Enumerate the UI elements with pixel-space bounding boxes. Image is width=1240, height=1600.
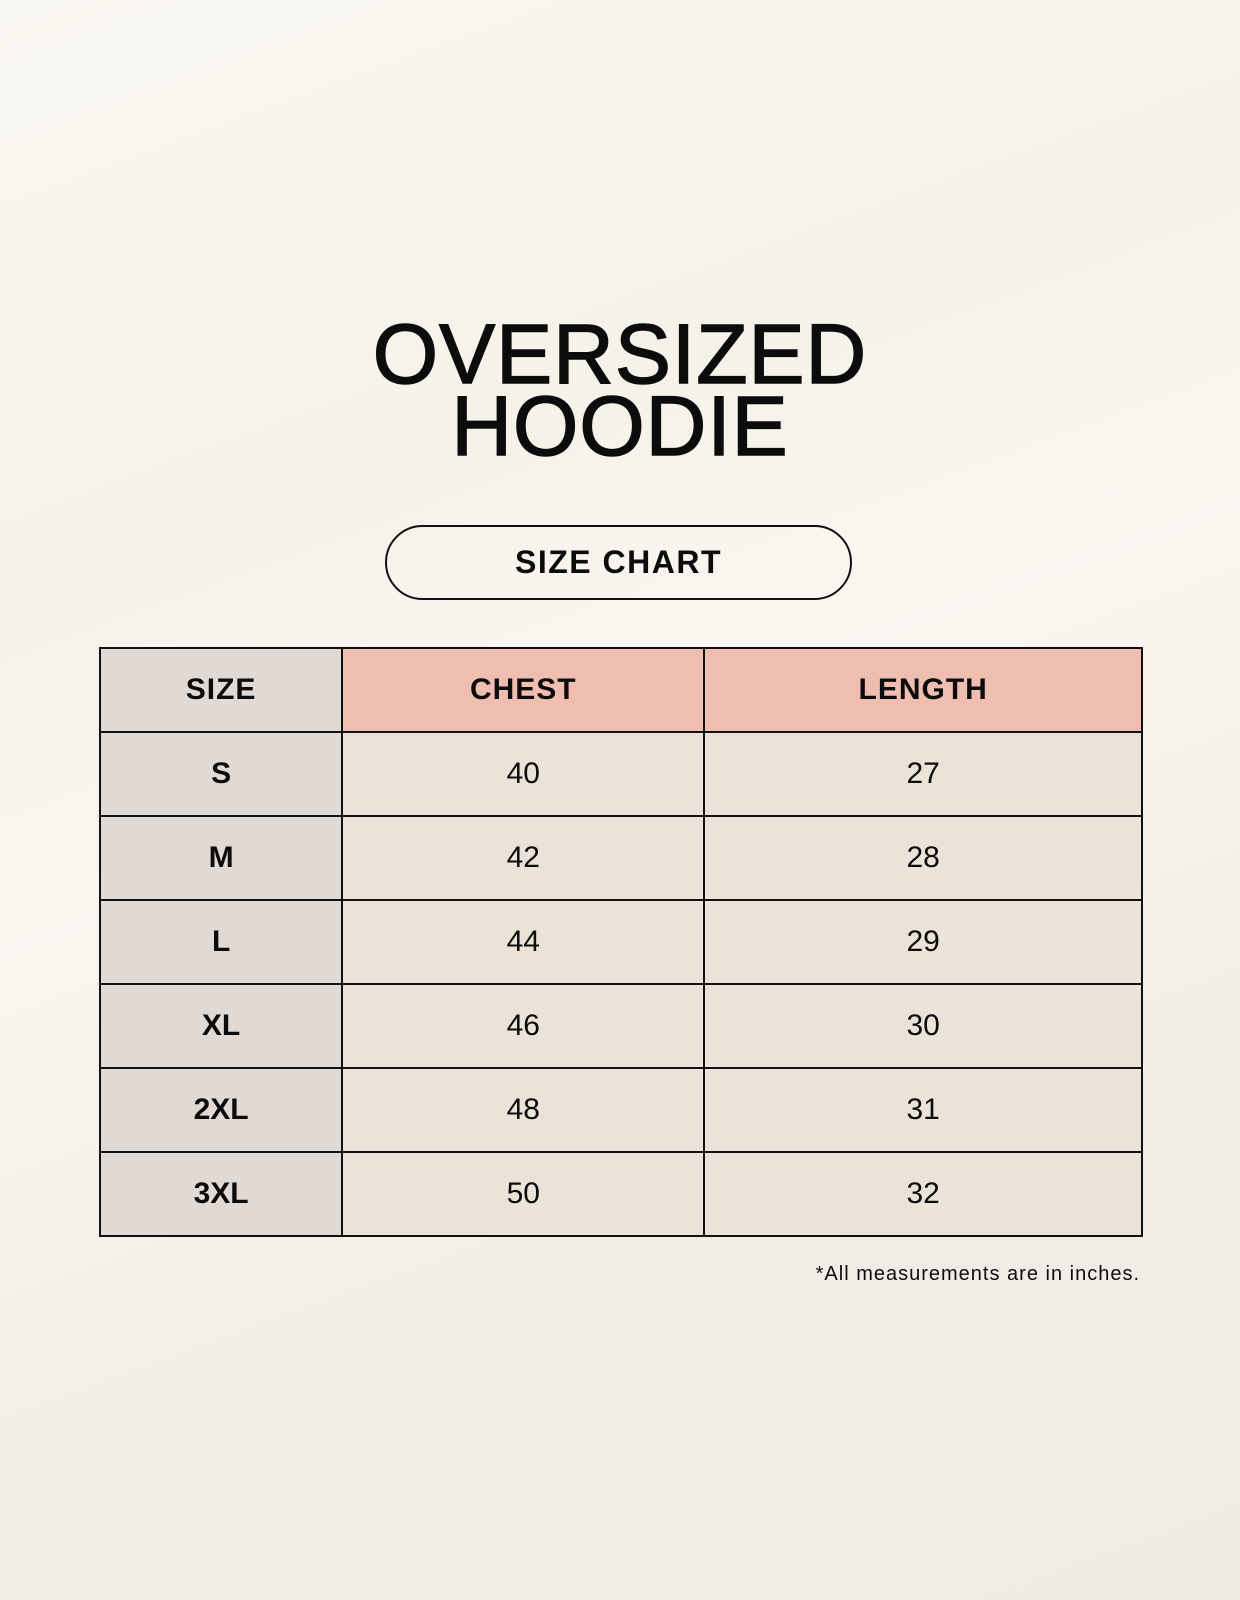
footnote: *All measurements are in inches. [815,1263,1140,1285]
cell-size: M [98,815,344,901]
cell-chest: 44 [341,899,706,985]
cell-length: 31 [703,1067,1143,1153]
cell-chest: 46 [341,983,706,1069]
header-chest: CHEST [341,647,706,733]
cell-size: L [98,899,344,985]
cell-length: 27 [703,731,1143,817]
table-row: XL 46 30 [98,983,1143,1069]
cell-length: 32 [703,1151,1143,1237]
page-title: OVERSIZED HOODIE [0,307,1240,473]
table-header-row: SIZE CHEST LENGTH [98,647,1143,733]
cell-size: S [98,731,344,817]
cell-chest: 42 [341,815,706,901]
table-row: 2XL 48 31 [98,1067,1143,1153]
cell-size: XL [98,983,344,1069]
header-length: LENGTH [703,647,1143,733]
cell-size: 3XL [98,1151,344,1237]
size-chart-label: SIZE CHART [385,525,852,600]
table-row: L 44 29 [98,899,1143,985]
title-line: HOODIE [451,379,789,473]
title-line: OVERSIZED [372,307,868,401]
cell-chest: 48 [341,1067,706,1153]
table-row: S 40 27 [98,731,1143,817]
cell-chest: 50 [341,1151,706,1237]
cell-size: 2XL [98,1067,344,1153]
table-row: M 42 28 [98,815,1143,901]
cell-length: 30 [703,983,1143,1069]
header-size: SIZE [98,647,344,733]
table-row: 3XL 50 32 [98,1151,1143,1237]
cell-length: 28 [703,815,1143,901]
size-table: SIZE CHEST LENGTH S 40 27 M 42 28 L 44 29 XL 46 30 2… [98,647,1143,1237]
cell-length: 29 [703,899,1143,985]
cell-chest: 40 [341,731,706,817]
